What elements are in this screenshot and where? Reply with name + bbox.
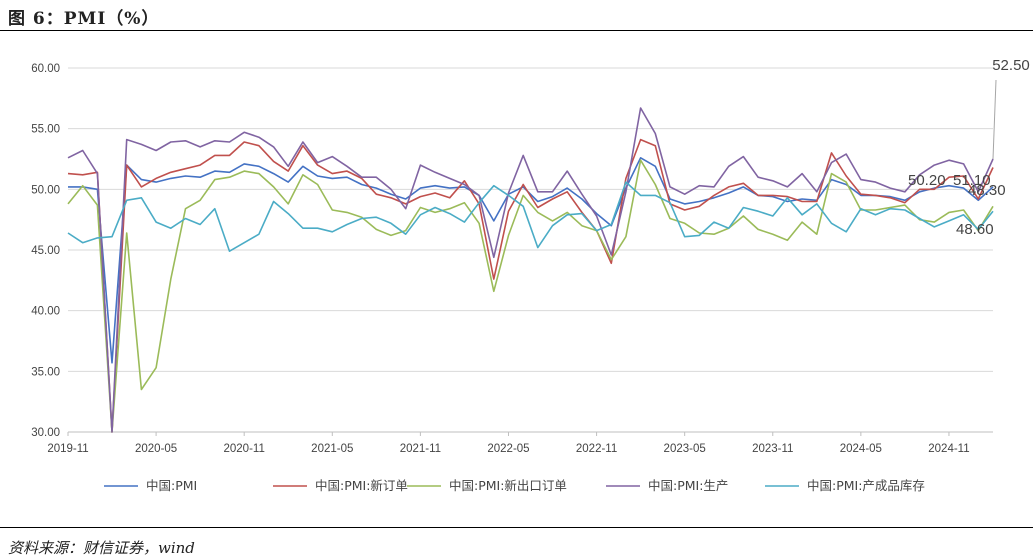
callout-label: 48.30 — [968, 182, 1006, 199]
y-tick-label: 55.00 — [31, 124, 60, 136]
callout-leader — [992, 79, 997, 160]
bottom-rule — [0, 527, 1033, 528]
callout-label: 52.50 — [992, 57, 1030, 74]
legend-label-5: 中国:PMI:产成品库存 — [807, 478, 925, 493]
series-line-1 — [68, 157, 994, 364]
legend-label-3: 中国:PMI:新出口订单 — [449, 478, 567, 493]
x-axis: 2019-11 2020-05 2020-11 2021-05 2021-11 2022-… — [47, 431, 993, 455]
figure-title: 图 6：PMI（%） — [8, 9, 160, 29]
x-tick-label: 2020-11 — [224, 443, 265, 455]
grid-lines — [68, 67, 993, 372]
legend-label-2: 中国:PMI:新订单 — [315, 478, 408, 493]
legend: 中国:PMI 中国:PMI:新订单 中国:PMI:新出口订单 中国:PMI:生产 中国:… — [104, 478, 925, 493]
series-line-3 — [67, 159, 994, 433]
x-tick-label: 2023-11 — [752, 443, 793, 455]
y-axis: 60.00 55.00 50.00 45.00 40.00 35.00 30.00 — [31, 63, 60, 439]
callout-label: 51.10 — [953, 172, 991, 189]
source-note: 资料来源：财信证券，wind — [8, 539, 195, 557]
x-tick-label: 2021-05 — [311, 443, 353, 455]
legend-label-1: 中国:PMI — [146, 478, 197, 493]
legend-label-4: 中国:PMI:生产 — [648, 478, 728, 493]
x-tick-label: 2024-05 — [840, 443, 882, 455]
y-tick-label: 40.00 — [31, 306, 60, 318]
pmi-line-chart: 60.00 55.00 50.00 45.00 40.00 35.00 30.00 2019… — [31, 57, 1030, 493]
series-lines — [67, 107, 994, 433]
x-tick-label: 2019-11 — [47, 443, 88, 455]
series-line-4 — [67, 107, 994, 433]
x-tick-label: 2021-11 — [400, 443, 441, 455]
y-tick-label: 50.00 — [31, 184, 60, 196]
x-tick-label: 2022-11 — [576, 443, 617, 455]
x-tick-label: 2024-11 — [928, 443, 969, 455]
callout-label: 50.20 — [908, 172, 946, 189]
y-tick-label: 60.00 — [31, 63, 60, 75]
y-tick-label: 45.00 — [31, 245, 60, 257]
series-line-5 — [67, 181, 994, 252]
x-tick-label: 2020-05 — [135, 443, 177, 455]
y-tick-label: 30.00 — [31, 427, 60, 439]
series-line-2 — [67, 138, 994, 433]
y-tick-label: 35.00 — [31, 366, 60, 378]
x-tick-label: 2022-05 — [487, 443, 529, 455]
callout-label: 48.60 — [956, 221, 994, 238]
x-tick-label: 2023-05 — [664, 443, 706, 455]
top-rule — [0, 30, 1033, 31]
